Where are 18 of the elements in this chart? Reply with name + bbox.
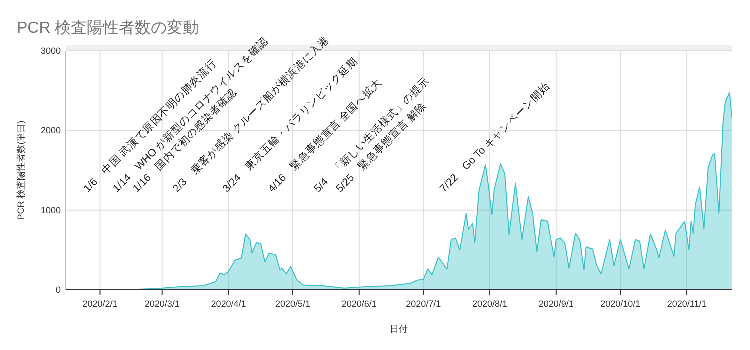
y-tick-label: 1000 <box>40 205 61 216</box>
x-tick-label: 2020/10/1 <box>600 299 641 309</box>
x-axis-title: 日付 <box>390 324 408 334</box>
y-tick-label: 0 <box>56 285 61 295</box>
chart-title: PCR 検査陽性者数の変動 <box>17 19 200 37</box>
y-axis-title: PCR 検査陽性者数(単日) <box>16 120 26 220</box>
x-tick-label: 2020/5/1 <box>275 299 311 309</box>
x-tick-label: 2020/8/1 <box>472 299 508 309</box>
x-tick-label: 2020/4/1 <box>211 299 246 309</box>
x-tick-label: 2020/3/1 <box>144 299 180 309</box>
x-tick-label: 2020/11/1 <box>667 299 707 309</box>
x-tick-label: 2020/2/1 <box>82 299 118 309</box>
x-tick-label: 2020/6/1 <box>342 299 377 309</box>
y-tick-label: 3000 <box>40 46 61 56</box>
x-tick-label: 2020/9/1 <box>538 299 574 309</box>
x-tick-label: 2020/7/1 <box>406 299 442 309</box>
y-tick-label: 2000 <box>40 126 61 136</box>
annotation: 7/22 Go To キャンペーン開始 <box>438 80 553 196</box>
